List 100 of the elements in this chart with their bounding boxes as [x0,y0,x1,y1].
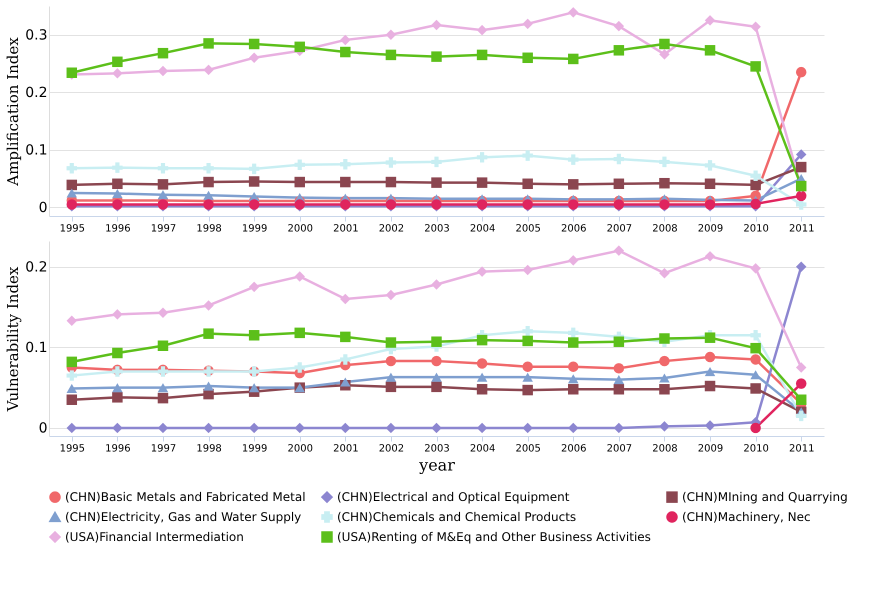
point [659,421,670,432]
point [659,178,670,188]
point [614,245,624,256]
point [522,361,533,372]
point [431,372,442,382]
point [659,156,670,168]
point [704,420,716,431]
x-tick-label: 1999 [242,224,268,234]
point [112,189,123,198]
point [568,7,579,18]
point [659,38,670,50]
point [340,176,351,188]
point [340,158,351,170]
point [294,160,305,170]
point [659,268,670,278]
x-tick-label: 2005 [515,224,541,234]
x-tick-label: 2004 [470,224,496,234]
point [750,342,761,354]
point [796,378,806,389]
point [203,38,214,49]
y-tick-label: 0 [38,420,48,436]
point [796,190,806,202]
point [386,50,396,60]
point [568,255,579,266]
legend-label: (USA)Renting of M&Eq and Other Business Activities [337,530,651,544]
point [66,356,78,368]
point [294,362,305,373]
x-tick-label: 1998 [196,444,222,454]
point [248,176,260,187]
point [386,382,396,392]
point [112,178,123,190]
point [750,170,761,181]
point [659,356,670,366]
point [386,372,396,382]
point [568,374,579,384]
point [386,337,396,348]
x-tick-label: 2001 [333,444,359,454]
point [340,294,351,304]
point [568,154,579,165]
x-tick-label: 2006 [561,224,586,234]
point [614,363,624,374]
point [614,154,624,164]
point [66,163,78,174]
point [431,336,442,347]
point [248,282,260,292]
point [340,422,351,434]
y-axis-title: Vulnerability Index [4,266,22,412]
point [248,52,260,64]
point [386,422,396,434]
point [158,383,168,392]
x-tick-label: 2004 [470,444,496,454]
point [386,290,396,300]
point [158,163,168,174]
point [796,410,806,422]
point [340,34,351,46]
point [112,309,123,320]
point [112,162,123,173]
point [704,160,716,171]
point [112,392,123,403]
x-tick-label: 1997 [150,224,176,234]
x-tick-label: 2011 [788,224,814,234]
point [112,383,123,392]
y-tick-label: 0.3 [25,27,48,44]
point [158,307,168,318]
y-tick-label: 0.1 [25,340,48,356]
x-tick-label: 1995 [60,444,86,454]
point [158,66,168,76]
point [203,328,214,339]
point [431,422,442,434]
point [248,383,260,392]
point [522,336,533,346]
y-axis-title: Amplification Index [4,36,22,187]
x-tick-label: 2001 [333,224,359,234]
point [614,45,624,56]
point [750,61,761,72]
point [704,366,716,376]
x-tick-label: 2009 [698,224,724,234]
point [476,384,488,395]
point [750,354,761,365]
point [203,163,214,174]
point [796,162,806,172]
point [659,49,670,60]
point [158,392,168,404]
point [203,300,214,311]
point [476,266,488,277]
point [340,46,351,58]
x-tick-label: 1998 [196,224,222,234]
point [431,51,442,62]
point [476,50,488,60]
x-tick-label: 2003 [424,444,450,454]
x-tick-label: 2007 [606,224,632,234]
point [796,66,806,78]
point [568,384,579,395]
x-tick-label: 1999 [242,444,268,454]
point [750,383,761,394]
point [294,271,305,282]
legend-label: (CHN)Basic Metals and Fabricated Metal [65,490,306,504]
x-tick-label: 2009 [698,444,724,454]
point [386,356,396,366]
point [522,18,533,30]
